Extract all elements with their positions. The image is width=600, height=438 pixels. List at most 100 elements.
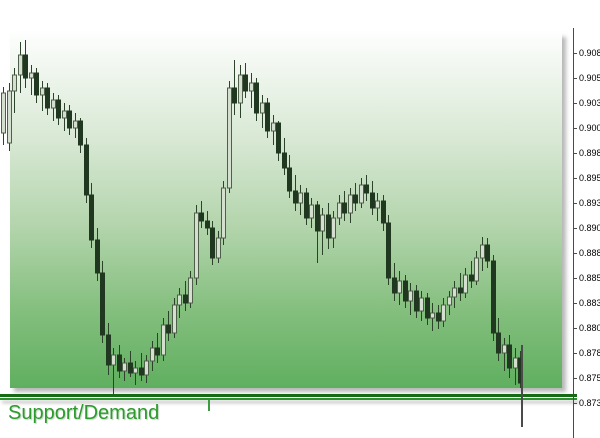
candle[interactable] [216,231,221,263]
candle[interactable] [100,261,105,343]
candle[interactable] [271,115,276,145]
candle[interactable] [348,188,353,223]
candle[interactable] [199,201,204,228]
candle[interactable] [485,238,490,268]
candle[interactable] [133,361,138,385]
candle[interactable] [507,335,512,378]
candle[interactable] [298,185,303,215]
candle[interactable] [45,83,50,115]
candle[interactable] [447,291,452,315]
time-axis-tick [208,400,210,411]
candle[interactable] [337,195,342,225]
candle[interactable] [183,281,188,311]
candle[interactable] [452,281,457,308]
candle[interactable] [353,183,358,211]
candle[interactable] [408,283,413,315]
candle[interactable] [491,255,496,341]
candle[interactable] [287,155,292,198]
candle[interactable] [166,311,171,341]
candle[interactable] [128,351,133,377]
candle[interactable] [254,78,259,121]
candle[interactable] [62,103,67,131]
candle[interactable] [210,221,215,265]
candle[interactable] [40,81,45,111]
candle[interactable] [34,68,39,103]
candle[interactable] [7,83,12,151]
candle[interactable] [320,208,325,255]
candle[interactable] [282,138,287,175]
candle[interactable] [144,355,149,383]
candle[interactable] [359,178,364,208]
candle[interactable] [265,98,270,138]
candle[interactable] [304,188,309,225]
candle[interactable] [480,237,485,271]
candle[interactable] [172,298,177,338]
candle[interactable] [386,215,391,285]
support-demand-line[interactable] [0,394,577,397]
candle[interactable] [392,263,397,301]
candle[interactable] [474,251,479,285]
candle[interactable] [111,348,116,396]
candle[interactable] [232,60,237,115]
candle[interactable] [139,353,144,381]
candle[interactable] [469,261,474,288]
candle[interactable] [67,105,72,135]
candle[interactable] [293,175,298,211]
candle[interactable] [117,345,122,378]
candle[interactable] [441,298,446,327]
candle[interactable] [84,138,89,203]
candle[interactable] [331,211,336,248]
candle[interactable] [56,95,61,125]
candle[interactable] [414,285,419,318]
candle[interactable] [89,183,94,248]
candle[interactable] [397,271,402,305]
candle[interactable] [463,268,468,298]
candle[interactable] [370,181,375,215]
candle[interactable] [309,198,314,228]
candle[interactable] [29,65,34,95]
candle[interactable] [436,305,441,329]
candle[interactable] [315,201,320,263]
candle[interactable] [95,228,100,281]
candle[interactable] [419,291,424,321]
candle[interactable] [342,191,347,221]
candle[interactable] [150,341,155,371]
candle[interactable] [260,95,265,128]
candle[interactable] [375,193,380,221]
candle[interactable] [78,118,83,153]
candle[interactable] [276,121,281,161]
candle[interactable] [513,348,518,385]
candle[interactable] [73,113,78,138]
candle[interactable] [205,211,210,235]
candle[interactable] [502,338,507,371]
candle[interactable] [238,65,243,118]
candle[interactable] [18,42,23,93]
candle[interactable] [425,293,430,325]
candle[interactable] [364,175,369,201]
candle[interactable] [326,203,331,249]
candle[interactable] [430,303,435,331]
candle[interactable] [155,333,160,363]
candle[interactable] [381,195,386,231]
candle[interactable] [122,358,127,381]
candle[interactable] [243,63,248,98]
candle[interactable] [458,273,463,301]
candle[interactable] [12,68,17,113]
candle[interactable] [161,318,166,361]
candle[interactable] [227,81,232,193]
candle[interactable] [177,288,182,318]
candle[interactable] [194,205,199,285]
candle[interactable] [249,73,254,108]
candle[interactable] [221,181,226,245]
candle[interactable] [403,275,408,308]
candle[interactable] [1,87,6,145]
candle[interactable] [51,93,56,121]
candle[interactable] [188,271,193,308]
candle[interactable] [23,40,28,88]
candle[interactable] [496,318,501,361]
candle[interactable] [106,323,111,375]
